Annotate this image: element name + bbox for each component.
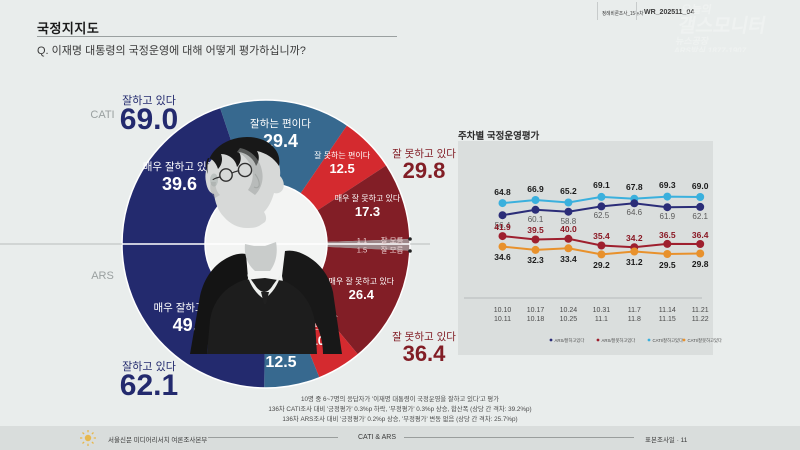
svg-text:매우 잘 못하고 있다: 매우 잘 못하고 있다 <box>335 193 401 203</box>
svg-text:34.6: 34.6 <box>494 252 511 262</box>
svg-text:29.8: 29.8 <box>692 259 709 269</box>
svg-text:12.5: 12.5 <box>329 161 354 176</box>
svg-text:매우 잘 못하고 있다: 매우 잘 못하고 있다 <box>329 276 395 286</box>
svg-text:36.5: 36.5 <box>659 230 676 240</box>
svg-text:ARS: ARS <box>91 270 114 282</box>
svg-text:31.2: 31.2 <box>626 257 643 267</box>
svg-text:1.5: 1.5 <box>357 246 367 255</box>
svg-text:10.10: 10.10 <box>494 307 512 314</box>
svg-text:10.25: 10.25 <box>560 316 578 323</box>
svg-text:60.1: 60.1 <box>528 215 544 224</box>
svg-text:39.5: 39.5 <box>527 225 544 235</box>
svg-text:29.8: 29.8 <box>403 158 446 183</box>
svg-text:ARS/잘하고있다: ARS/잘하고있다 <box>555 337 585 344</box>
svg-text:69.0: 69.0 <box>692 181 709 191</box>
svg-text:17.3: 17.3 <box>355 204 380 219</box>
svg-text:1.1: 1.1 <box>357 236 367 245</box>
svg-text:11.1: 11.1 <box>595 316 608 323</box>
svg-text:10.31: 10.31 <box>593 307 611 314</box>
svg-text:11.14: 11.14 <box>659 307 676 314</box>
svg-text:36.4: 36.4 <box>403 341 447 366</box>
svg-text:65.2: 65.2 <box>560 186 577 196</box>
svg-text:잘 모름: 잘 모름 <box>381 246 404 255</box>
svg-text:11.15: 11.15 <box>659 316 676 323</box>
svg-text:26.4: 26.4 <box>349 287 375 302</box>
svg-text:40.0: 40.0 <box>560 224 577 234</box>
svg-text:41.9: 41.9 <box>494 222 511 232</box>
svg-text:CATI/잘하고있다: CATI/잘하고있다 <box>653 337 683 344</box>
svg-text:69.1: 69.1 <box>593 180 610 190</box>
svg-text:66.9: 66.9 <box>527 184 544 194</box>
svg-text:69.0: 69.0 <box>120 103 178 136</box>
svg-text:10.18: 10.18 <box>527 316 545 323</box>
svg-text:11.8: 11.8 <box>628 316 641 323</box>
svg-text:35.4: 35.4 <box>593 231 610 241</box>
svg-text:62.1: 62.1 <box>120 369 178 402</box>
svg-text:61.9: 61.9 <box>660 212 676 221</box>
svg-text:36.4: 36.4 <box>692 230 709 240</box>
svg-text:잘 못하는 편이다: 잘 못하는 편이다 <box>314 150 371 160</box>
svg-text:CATI/잘못하고있다: CATI/잘못하고있다 <box>688 337 722 344</box>
svg-text:39.6: 39.6 <box>162 174 197 194</box>
svg-text:10.17: 10.17 <box>527 307 545 314</box>
svg-text:29.5: 29.5 <box>659 260 676 270</box>
svg-text:11.7: 11.7 <box>628 307 641 314</box>
svg-text:33.4: 33.4 <box>560 254 577 264</box>
svg-text:잘하는 편이다: 잘하는 편이다 <box>250 117 311 130</box>
svg-text:62.5: 62.5 <box>594 211 610 220</box>
svg-text:34.2: 34.2 <box>626 233 643 243</box>
svg-text:11.22: 11.22 <box>692 316 709 323</box>
svg-text:10.24: 10.24 <box>560 307 578 314</box>
svg-text:매우 잘하고 있다: 매우 잘하고 있다 <box>143 160 217 173</box>
svg-text:10.11: 10.11 <box>494 316 511 323</box>
svg-text:CATI: CATI <box>90 109 114 121</box>
svg-text:64.8: 64.8 <box>494 187 511 197</box>
svg-text:11.21: 11.21 <box>692 307 709 314</box>
svg-text:62.1: 62.1 <box>692 212 708 221</box>
svg-text:32.3: 32.3 <box>527 255 544 265</box>
svg-text:67.8: 67.8 <box>626 182 643 192</box>
svg-text:ARS/잘못하고있다: ARS/잘못하고있다 <box>602 337 636 344</box>
svg-text:12.5: 12.5 <box>265 354 296 371</box>
svg-text:잘 모름: 잘 모름 <box>381 236 404 245</box>
svg-text:29.2: 29.2 <box>593 260 610 270</box>
svg-text:69.3: 69.3 <box>659 180 676 190</box>
svg-text:64.6: 64.6 <box>627 208 643 217</box>
